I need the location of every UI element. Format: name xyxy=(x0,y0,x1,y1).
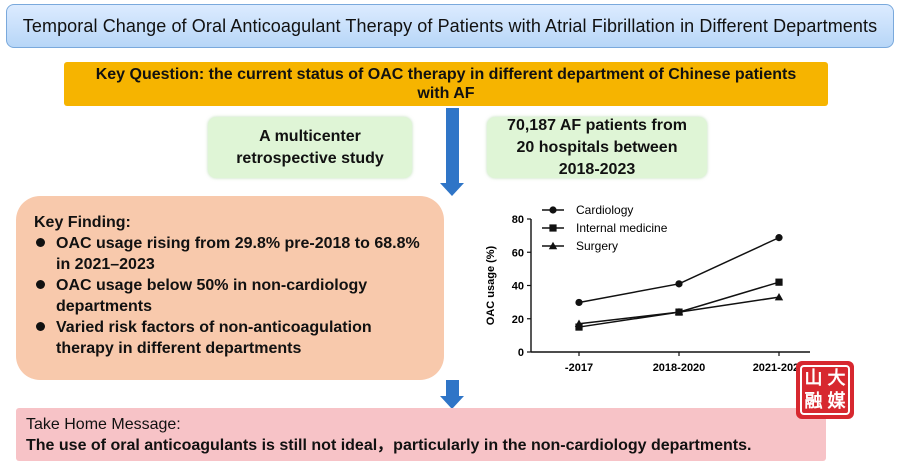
flow-arrow-shaft-top xyxy=(446,108,459,184)
y-tick-label: 0 xyxy=(518,347,524,359)
take-home-box: Take Home Message: The use of oral antic… xyxy=(16,408,826,461)
y-tick-label: 20 xyxy=(512,314,524,326)
flow-arrow-head-top xyxy=(440,183,464,196)
study-design-text: A multicenter retrospective study xyxy=(236,127,384,167)
take-home-label: Take Home Message: xyxy=(26,416,181,433)
data-point xyxy=(674,307,684,316)
y-tick-label: 40 xyxy=(512,281,524,293)
x-tick-label: 2018-2020 xyxy=(653,362,706,374)
oac-usage-line-chart: 0 20 40 60 80 -2017 2018-2020 2021-2023 OAC usag… xyxy=(485,203,810,374)
population-text: 70,187 AF patients from 20 hospitals bet… xyxy=(507,116,687,178)
study-design-box: A multicenter retrospective study xyxy=(208,117,412,178)
x-tick-label: 2021-2023 xyxy=(753,362,806,374)
take-home-text: The use of oral anticoagulants is still … xyxy=(26,437,752,454)
key-finding-item: Varied risk factors of non-anticoagulati… xyxy=(34,317,430,359)
bullet-icon xyxy=(36,238,45,247)
media-logo: 山 大 融 媒 xyxy=(796,361,854,419)
data-point xyxy=(574,319,584,327)
data-point xyxy=(775,234,783,242)
key-question-box: Key Question: the current status of OAC … xyxy=(64,62,828,106)
y-axis-label: OAC usage (%) xyxy=(485,245,497,325)
key-question-text: Key Question: the current status of OAC … xyxy=(95,66,797,102)
logo-char: 山 xyxy=(804,368,823,389)
logo-char: 融 xyxy=(804,391,823,412)
data-point xyxy=(575,323,583,331)
legend-marker xyxy=(549,206,557,214)
key-finding-heading: Key Finding: xyxy=(34,214,131,231)
key-finding-list: OAC usage rising from 29.8% pre-2018 to … xyxy=(34,233,430,359)
data-point xyxy=(775,278,783,286)
population-box: 70,187 AF patients from 20 hospitals bet… xyxy=(487,117,707,178)
data-point xyxy=(675,280,683,288)
page-title: Temporal Change of Oral Anticoagulant Th… xyxy=(22,15,878,36)
legend-label: Surgery xyxy=(576,239,618,253)
bullet-icon xyxy=(36,280,45,289)
key-finding-box: Key Finding: OAC usage rising from 29.8%… xyxy=(16,196,444,380)
flow-arrow-head-bottom xyxy=(440,396,464,409)
data-point xyxy=(774,292,784,301)
key-finding-item: OAC usage below 50% in non-cardiology de… xyxy=(34,275,430,317)
key-finding-item: OAC usage rising from 29.8% pre-2018 to … xyxy=(34,233,430,275)
data-point xyxy=(575,298,583,307)
logo-char: 媒 xyxy=(827,391,846,412)
bullet-icon xyxy=(36,322,45,331)
y-tick-label: 80 xyxy=(512,214,524,226)
y-tick-label: 60 xyxy=(512,247,524,259)
legend-marker xyxy=(548,241,558,250)
logo-seal: 山 大 融 媒 xyxy=(800,365,850,415)
legend-label: Cardiology xyxy=(576,203,633,217)
legend-marker xyxy=(549,224,557,232)
title-banner: Temporal Change of Oral Anticoagulant Th… xyxy=(6,4,894,48)
x-tick-label: -2017 xyxy=(565,362,593,374)
logo-char: 大 xyxy=(827,368,846,389)
flow-arrow-shaft-bottom xyxy=(446,380,459,398)
legend-label: Internal medicine xyxy=(576,221,668,235)
